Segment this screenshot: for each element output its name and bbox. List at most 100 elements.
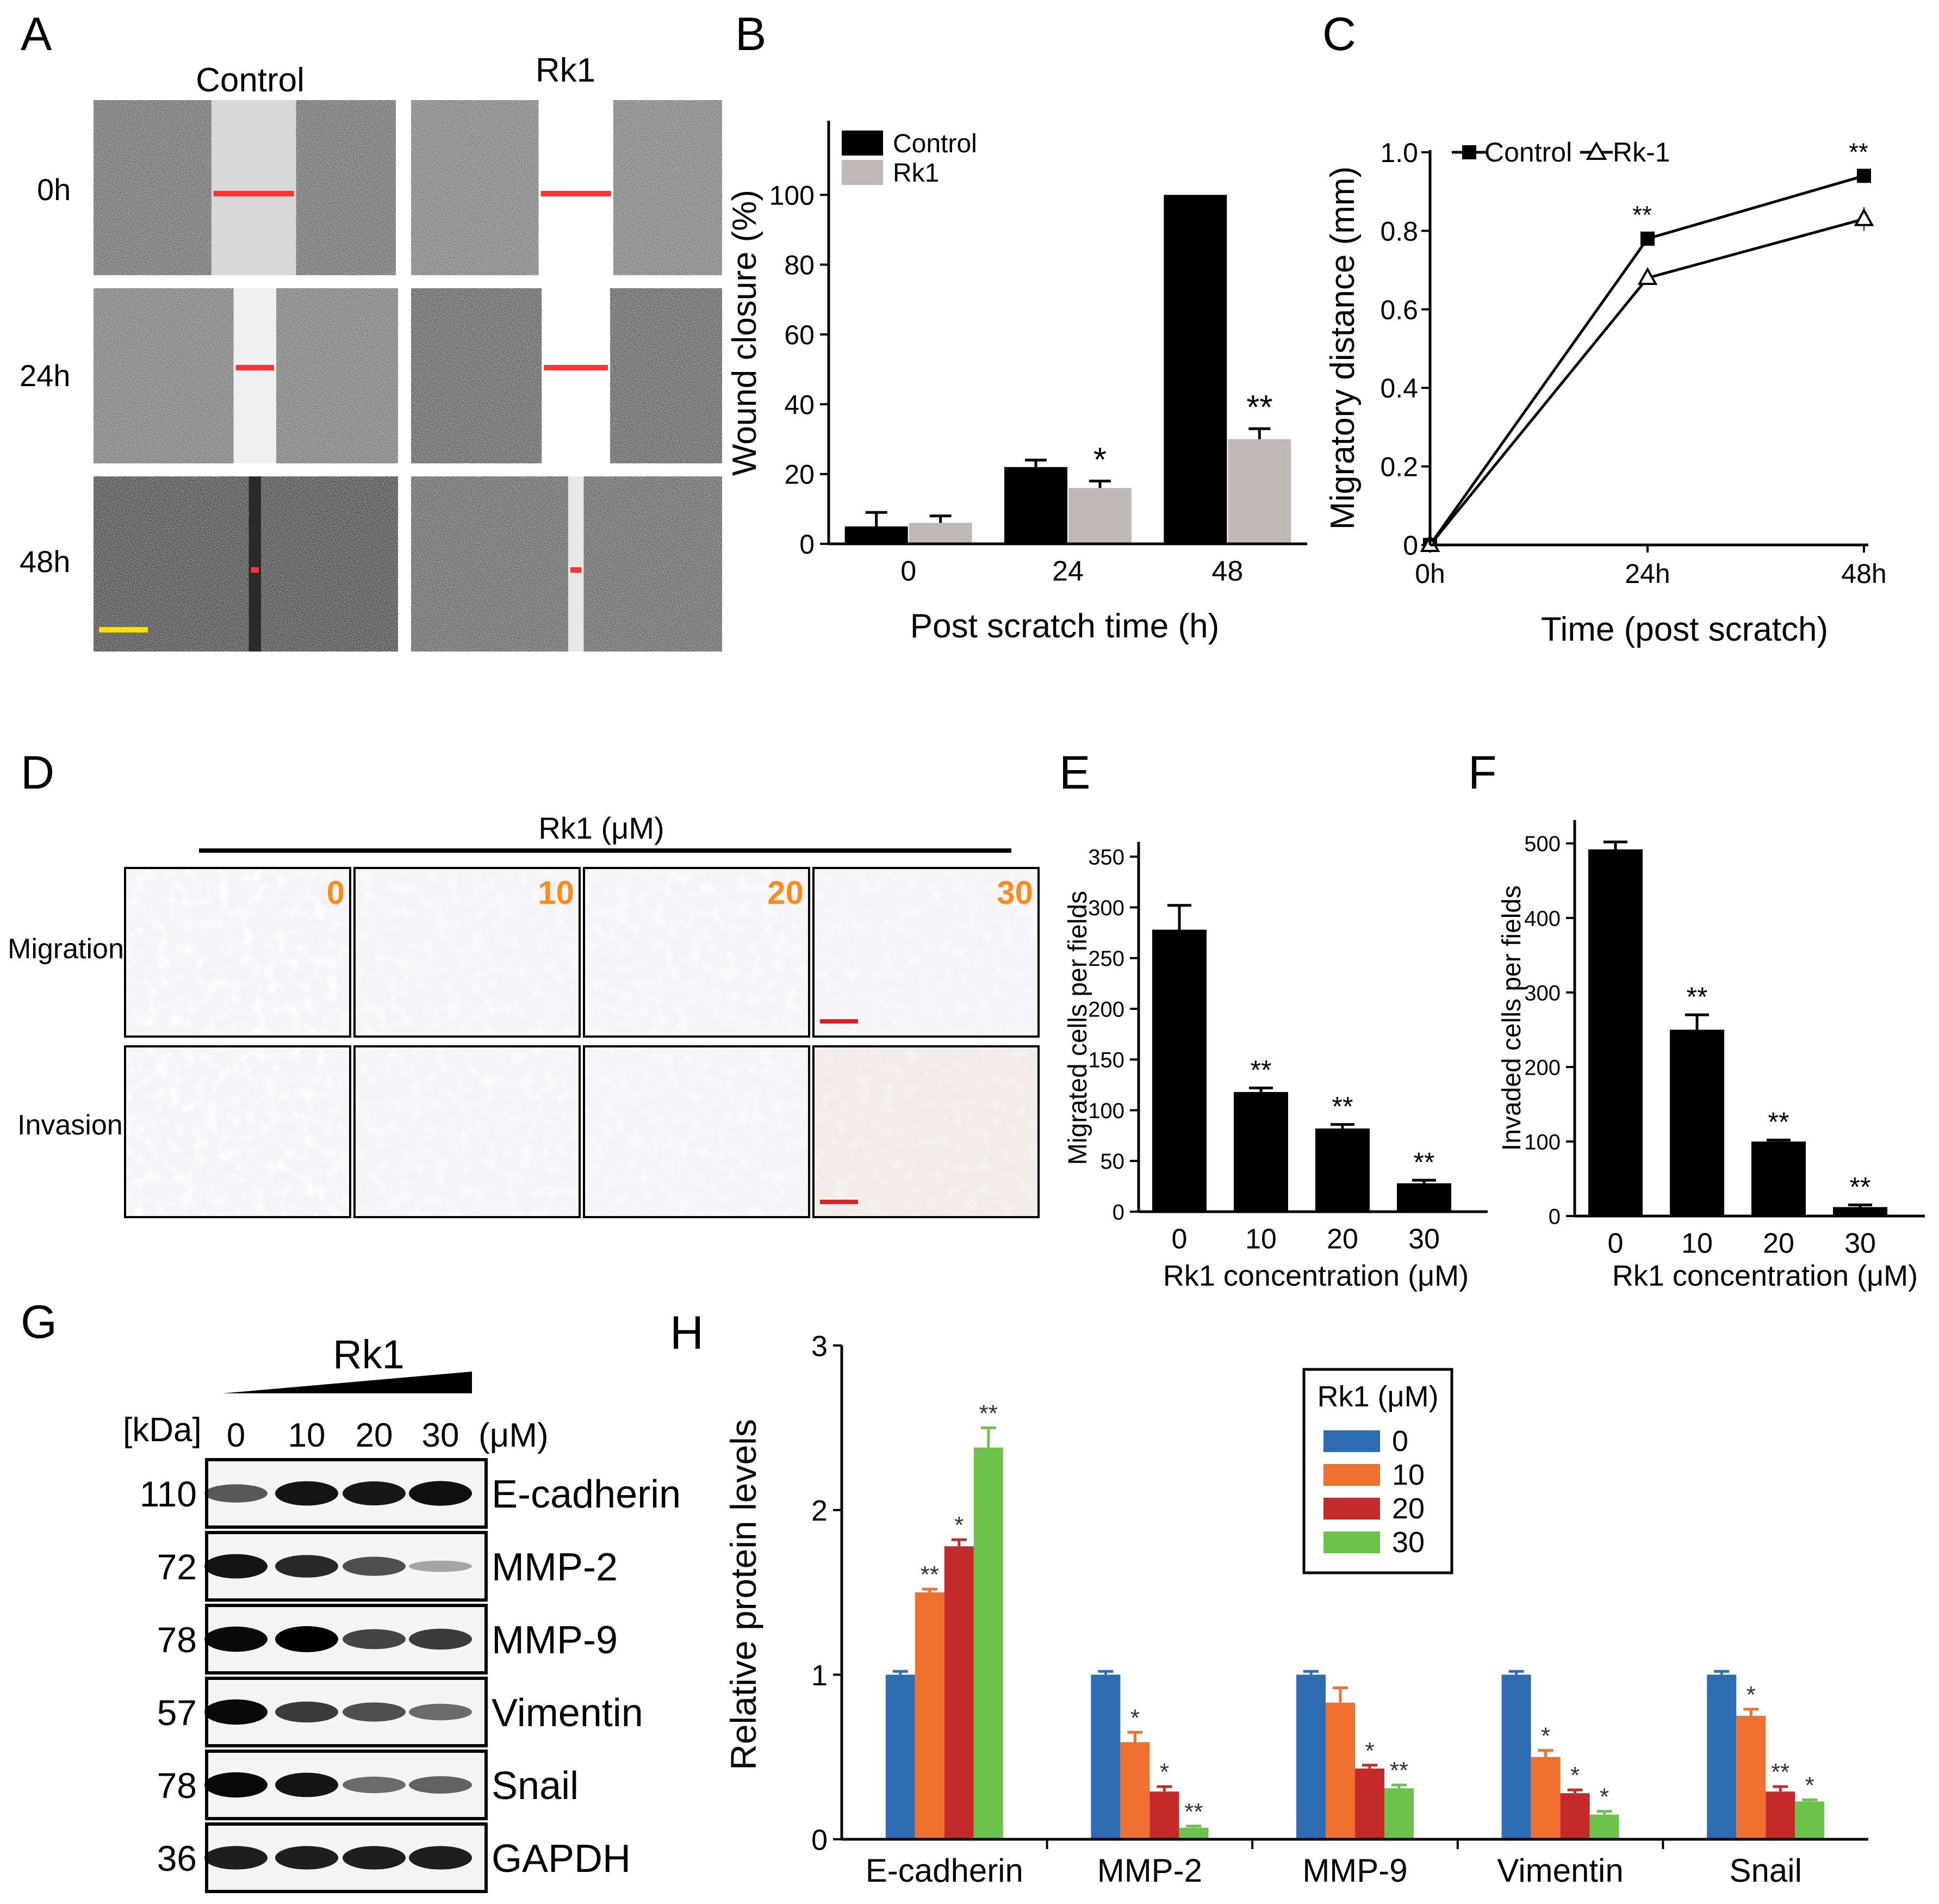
y-tick-label: 3 (811, 1330, 828, 1362)
x-tick-label: 48h (1841, 559, 1886, 589)
y-tick-label: 20 (784, 460, 815, 490)
transwell-tile-border (124, 867, 351, 1038)
bar (973, 1447, 1003, 1839)
protein-band (343, 1481, 406, 1506)
x-tick-label: 10 (1245, 1224, 1277, 1255)
x-tick-label: 0 (1172, 1224, 1188, 1255)
kda-marker: 57 (157, 1692, 197, 1733)
significance-marker: * (954, 1512, 964, 1539)
bar (1315, 1128, 1370, 1212)
protein-band (275, 1481, 338, 1506)
significance-marker: * (1541, 1723, 1550, 1750)
x-tick-label: 48 (1211, 556, 1243, 587)
legend-swatch (1323, 1531, 1380, 1553)
x-tick-label: 24 (1052, 556, 1084, 587)
protein-band (275, 1626, 338, 1652)
protein-band (343, 1556, 406, 1576)
legend-label: 0 (1392, 1425, 1408, 1458)
data-point (1640, 231, 1655, 246)
protein-band (409, 1776, 472, 1794)
bar (1152, 929, 1207, 1212)
panel-b-bar-chart: 0 20 40 60 80 100 0 24 * 48 ** Wound closure (%) P… (726, 121, 1307, 645)
protein-band (204, 1846, 268, 1870)
legend-swatch (1323, 1464, 1380, 1486)
transwell-dose-label: 0 (327, 875, 345, 911)
bar (1164, 195, 1227, 544)
significance-marker: * (1093, 441, 1107, 479)
data-point (1637, 266, 1658, 286)
y-tick-label: 0 (811, 1824, 828, 1856)
protein-band (409, 1846, 472, 1870)
bar (1149, 1791, 1179, 1839)
panel-a-scratch-assay: Control Rk1 0h 24h 48h (20, 52, 722, 652)
series-line (1429, 218, 1865, 546)
kda-marker: 78 (157, 1620, 197, 1660)
panel-f-bar-chart: 0 100 200 300 400 500 0 10 ** 20 ** 30 ** Invaded ce… (1497, 820, 1925, 1292)
x-tick-label: 0h (1415, 559, 1445, 589)
panel-a-row-label-48h: 48h (20, 544, 70, 579)
panel-a-wound-gap (211, 100, 296, 275)
bar (1670, 1029, 1724, 1216)
kda-marker: 78 (157, 1765, 197, 1806)
protein-band (409, 1481, 472, 1506)
panel-h-legend-title: Rk1 (μM) (1317, 1380, 1438, 1413)
y-tick-label: 0.8 (1380, 216, 1418, 246)
panel-letter-a: A (21, 8, 52, 60)
panel-letter-h: H (670, 1307, 704, 1359)
protein-name: Snail (492, 1764, 579, 1808)
x-tick-label: Snail (1729, 1852, 1801, 1889)
y-tick-label: 80 (784, 250, 815, 281)
protein-band (343, 1629, 406, 1649)
panel-c-legend-label-rk1: Rk-1 (1613, 137, 1670, 168)
protein-band (343, 1846, 406, 1870)
x-tick-label: 20 (1327, 1224, 1358, 1255)
significance-marker: ** (1414, 1147, 1435, 1177)
y-tick-label: 500 (1524, 832, 1561, 856)
panel-letter-e: E (1059, 747, 1090, 799)
significance-marker: ** (1246, 389, 1272, 426)
y-tick-label: 150 (1088, 1049, 1124, 1072)
protein-band (409, 1628, 472, 1650)
panel-a-col-label-control: Control (196, 61, 304, 99)
y-tick-label: 0 (1549, 1205, 1561, 1229)
bar (915, 1592, 944, 1839)
panel-letter-c: C (1322, 8, 1356, 60)
panel-f-y-axis-title: Invaded cells per fields (1497, 885, 1526, 1151)
x-tick-label: Vimentin (1497, 1852, 1623, 1889)
bar (1531, 1757, 1561, 1839)
panel-a-tile-rk1-24h (411, 288, 722, 463)
protein-name: E-cadherin (492, 1473, 681, 1516)
kda-marker: 36 (157, 1838, 197, 1878)
panel-e-y-axis-title: Migrated cells per fields (1064, 891, 1092, 1165)
panel-d-row-label-invasion: Invasion (17, 1109, 123, 1141)
panel-letter-b: B (735, 8, 766, 60)
protein-name: Vimentin (492, 1691, 643, 1735)
significance-marker: * (1130, 1704, 1140, 1731)
panel-e-marks: 0 50 100 150 200 250 300 350 0 10 ** 20 ** 30 ** (1088, 846, 1451, 1255)
y-tick-label: 200 (1524, 1056, 1561, 1080)
y-tick-label: 200 (1088, 997, 1124, 1021)
y-tick-label: 100 (1088, 1099, 1124, 1123)
kda-marker: 72 (157, 1547, 197, 1587)
y-tick-label: 300 (1524, 981, 1561, 1005)
significance-marker: * (1600, 1784, 1609, 1810)
y-tick-label: 0.2 (1380, 452, 1418, 482)
protein-band (275, 1555, 338, 1578)
panel-b-y-axis-title: Wound closure (%) (726, 190, 763, 476)
protein-band (204, 1484, 268, 1503)
protein-band (204, 1699, 268, 1725)
x-tick-label: 20 (1763, 1228, 1794, 1260)
panel-f-x-axis-title: Rk1 concentration (μM) (1612, 1260, 1918, 1292)
transwell-dose-label: 10 (538, 875, 574, 911)
x-tick-label: E-cadherin (866, 1852, 1023, 1889)
transwell-tile-border (353, 1045, 581, 1218)
transwell-dose-label: 20 (767, 875, 804, 911)
transwell-tile-border (583, 867, 810, 1038)
panel-a-wound-gap (568, 476, 584, 652)
panel-b-legend-swatch-control (842, 131, 883, 156)
significance-marker: ** (1251, 1055, 1272, 1085)
x-tick-label: MMP-2 (1097, 1852, 1202, 1889)
panel-b-legend-label-rk1: Rk1 (893, 159, 939, 188)
panel-g-blot: 0 10 20 30 110 E-cadherin 72 MMP-2 78 MMP-9 57 Vime… (140, 1417, 681, 1893)
